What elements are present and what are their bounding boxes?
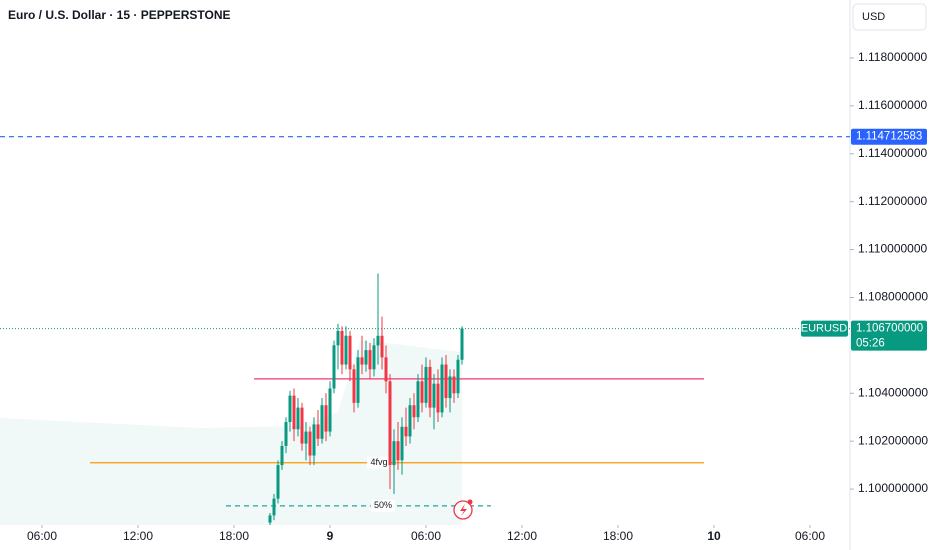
level-price: 1.114712583 <box>856 131 922 143</box>
level-label-bg <box>371 499 395 512</box>
currency-button[interactable] <box>852 3 927 31</box>
candle-body <box>368 350 372 370</box>
candle-body <box>268 515 272 523</box>
countdown: 05:26 <box>856 338 885 350</box>
x-tick-label: 9 <box>327 529 334 543</box>
candle-body <box>400 426 404 461</box>
candle-body <box>324 405 328 432</box>
candle-body <box>380 335 384 358</box>
candle-body <box>300 407 304 444</box>
x-tick-label: 12:00 <box>123 529 153 543</box>
candle-body <box>312 424 316 456</box>
candle-body <box>340 330 344 365</box>
candle-body <box>308 431 312 456</box>
candle-body <box>372 345 376 370</box>
candle-body <box>296 407 300 430</box>
x-tick-label: 06:00 <box>27 529 57 543</box>
chart-title: Euro / U.S. Dollar · 15 · PEPPERSTONE <box>8 8 231 22</box>
candle-body <box>416 381 420 418</box>
symbol-box <box>801 320 848 337</box>
x-tick-label: 10 <box>707 529 721 543</box>
candle-body <box>352 369 356 403</box>
candle-body <box>392 441 396 466</box>
x-tick-label: 12:00 <box>507 529 537 543</box>
candle-body <box>420 381 424 403</box>
candle-body <box>316 424 320 439</box>
candle-body <box>304 431 308 444</box>
y-tick-label: 1.116000000 <box>858 98 928 112</box>
candle-body <box>456 359 460 394</box>
alert-dot <box>467 499 473 505</box>
level-label: 4fvg <box>370 457 387 467</box>
candle-body <box>344 335 348 365</box>
candle-body <box>364 350 368 365</box>
last-price: 1.106700000 <box>856 323 923 335</box>
candle-body <box>320 405 324 439</box>
candle-body <box>292 395 296 430</box>
y-tick-label: 1.100000000 <box>858 481 928 495</box>
candle-body <box>436 383 440 413</box>
alert-bolt <box>460 504 467 516</box>
x-tick-label: 18:00 <box>219 529 249 543</box>
candle-body <box>404 426 408 437</box>
level-label: 50% <box>374 500 392 510</box>
candle-body <box>460 328 464 360</box>
level-price-box <box>851 128 927 145</box>
candle-body <box>276 465 280 499</box>
last-price-box <box>851 320 927 351</box>
candle-body <box>272 498 276 516</box>
indicator-area <box>0 340 462 525</box>
y-tick-label: 1.108000000 <box>858 290 928 304</box>
candle-body <box>348 335 352 370</box>
x-tick-label: 06:00 <box>795 529 825 543</box>
candle-body <box>424 366 428 403</box>
level-label-bg <box>367 456 391 469</box>
y-tick-label: 1.114000000 <box>858 146 928 160</box>
y-tick-label: 1.102000000 <box>858 433 928 447</box>
candle-body <box>328 388 332 432</box>
candle-body <box>332 345 336 389</box>
y-tick-label: 1.110000000 <box>858 242 928 256</box>
candle-body <box>448 376 452 399</box>
currency: USD <box>862 11 885 23</box>
y-tick-label: 1.112000000 <box>858 194 928 208</box>
candle-body <box>412 405 416 418</box>
candle-body <box>336 330 340 346</box>
candle-body <box>356 357 360 403</box>
candle-body <box>432 383 436 408</box>
candle-body <box>384 357 388 382</box>
x-tick-label: 18:00 <box>603 529 633 543</box>
candle-body <box>284 422 288 446</box>
x-tick-label: 06:00 <box>411 529 441 543</box>
candle-body <box>388 381 392 466</box>
candle-body <box>452 376 456 394</box>
candle-body <box>280 445 284 466</box>
candle-body <box>360 357 364 365</box>
candle-body <box>376 335 380 346</box>
candle-body <box>444 364 448 399</box>
y-tick-label: 1.104000000 <box>858 385 928 399</box>
symbol: EURUSD <box>801 323 848 335</box>
y-tick-label: 1.118000000 <box>858 50 928 64</box>
candle-body <box>428 366 432 408</box>
candle-body <box>440 364 444 413</box>
candle-body <box>288 395 292 423</box>
candle-body <box>408 405 412 437</box>
candle-body <box>396 441 400 461</box>
